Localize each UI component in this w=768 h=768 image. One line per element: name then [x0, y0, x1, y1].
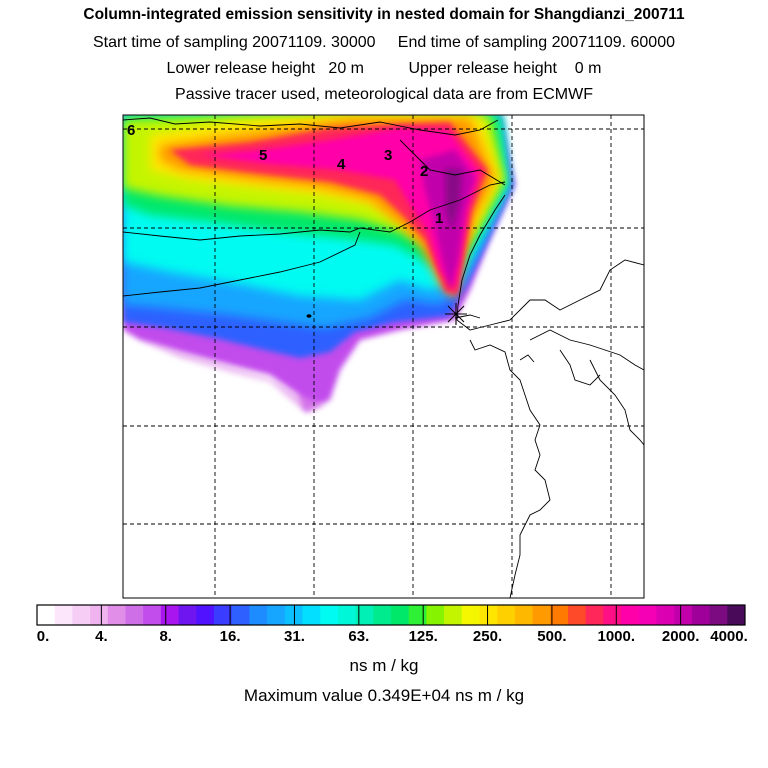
colorbar-swatch: [160, 605, 180, 625]
colorbar-swatch: [196, 605, 215, 625]
colorbar-tick-label: 4000.: [710, 628, 748, 645]
colorbar-swatch: [514, 605, 534, 625]
trajectory-label: 2: [420, 163, 428, 180]
colorbar-swatch: [408, 605, 427, 625]
field-lightpurple: [140, 340, 325, 412]
colorbar-swatch: [709, 605, 728, 625]
colorbar-tick-label: 1000.: [597, 628, 636, 645]
colorbar-swatch: [37, 605, 56, 625]
colorbar-swatch: [214, 605, 233, 625]
colorbar-swatch: [54, 605, 73, 625]
release-height-line: Lower release height 20 m Upper release …: [166, 60, 602, 77]
heatmap-field: [123, 115, 515, 412]
colorbar-swatch: [426, 605, 445, 625]
colorbar-swatch: [249, 605, 268, 625]
colorbar: [36, 604, 746, 626]
map-frame: [122, 114, 645, 599]
colorbar-swatch: [391, 605, 410, 625]
colorbar-swatch: [178, 605, 197, 625]
colorbar-swatch: [674, 605, 693, 625]
colorbar-swatch: [90, 605, 109, 625]
colorbar-swatch: [337, 605, 357, 625]
colorbar-swatch: [585, 605, 604, 625]
colorbar-tick-label: 8.: [159, 628, 172, 645]
trajectory-label: 6: [127, 122, 135, 139]
tracer-info-line: Passive tracer used, meteorological data…: [175, 86, 593, 103]
field-magenta: [200, 128, 480, 290]
receptor-star-icon: [445, 303, 467, 325]
colorbar-tick-label: 2000.: [661, 628, 700, 645]
colorbar-swatch: [231, 605, 250, 625]
colorbar-swatch: [621, 605, 640, 625]
colorbar-swatch: [532, 605, 551, 625]
colorbar-tick-label: 4.: [95, 628, 108, 645]
colorbar-swatch: [638, 605, 657, 625]
trajectory-label: 3: [384, 147, 392, 164]
colorbar-tick-label: 125.: [408, 628, 438, 645]
colorbar-swatch: [284, 605, 303, 625]
chart-title: Column-integrated emission sensitivity i…: [83, 6, 685, 23]
colorbar-swatch: [656, 605, 675, 625]
colorbar-swatch: [373, 605, 392, 625]
colorbar-swatch: [267, 605, 286, 625]
trajectory-label: 5: [259, 147, 267, 164]
colorbar-tick-label: 0.: [36, 628, 50, 645]
colorbar-swatch: [727, 605, 746, 625]
colorbar-swatch: [568, 605, 587, 625]
colorbar-frame: [36, 604, 746, 626]
colorbar-swatch: [302, 605, 321, 625]
colorbar-swatch: [320, 605, 339, 625]
sampling-time-line: Start time of sampling 20071109. 30000 E…: [92, 34, 675, 51]
trajectory-labels: 1 2 3 4 5 6: [127, 122, 443, 227]
trajectory-label: 1: [435, 210, 443, 227]
boundary-lines: [123, 117, 644, 598]
trajectory-label: 4: [337, 156, 346, 173]
colorbar-swatch: [550, 605, 569, 625]
colorbar-swatch: [479, 605, 498, 625]
maximum-value-label: Maximum value 0.349E+04 ns m / kg: [243, 686, 525, 705]
colorbar-swatch: [461, 605, 480, 625]
colorbar-tick-label: 63.: [348, 628, 370, 645]
colorbar-swatch: [143, 605, 162, 625]
field-darkmagenta: [420, 150, 475, 290]
colorbar-swatch: [355, 605, 374, 625]
colorbar-swatch: [444, 605, 463, 625]
field-purplecore: [445, 168, 462, 230]
colorbar-tick-label: 500.: [537, 628, 567, 645]
colorbar-tick-label: 16.: [219, 628, 241, 645]
grid-lines: [123, 115, 644, 598]
colorbar-swatch: [72, 605, 91, 625]
colorbar-swatch: [497, 605, 516, 625]
point-marker: [306, 314, 312, 318]
colorbar-tick-label: 250.: [472, 628, 503, 645]
colorbar-swatch: [691, 605, 711, 625]
colorbar-tick-label: 31.: [284, 628, 305, 645]
colorbar-swatch: [603, 605, 622, 625]
colorbar-swatch: [125, 605, 144, 625]
colorbar-swatch: [107, 605, 126, 625]
colorbar-units: ns m / kg: [349, 656, 419, 675]
